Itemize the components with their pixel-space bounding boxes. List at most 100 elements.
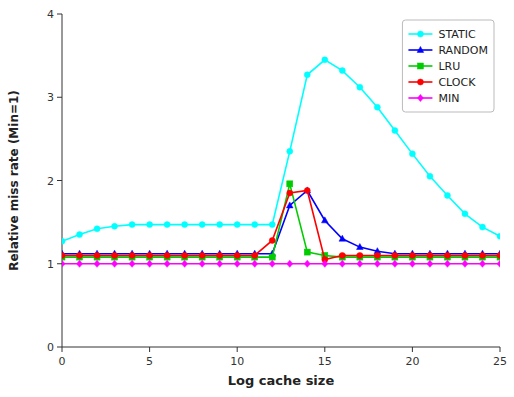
- y-tick: [57, 180, 62, 181]
- legend-label: MIN: [438, 92, 459, 105]
- point: [182, 260, 188, 267]
- series-line: [62, 263, 500, 265]
- point: [164, 222, 170, 228]
- point: [287, 260, 293, 267]
- series: [62, 187, 500, 262]
- point: [234, 252, 240, 258]
- point: [252, 222, 258, 228]
- x-tick-label: 5: [146, 355, 153, 368]
- axes: 051015202501234: [47, 8, 507, 368]
- x-tick: [324, 347, 325, 352]
- point: [217, 252, 223, 258]
- point: [112, 252, 118, 258]
- point: [147, 222, 153, 228]
- point: [147, 260, 153, 267]
- point: [409, 260, 415, 267]
- point: [357, 252, 363, 258]
- point: [199, 252, 205, 258]
- point: [304, 260, 310, 267]
- point: [62, 260, 65, 267]
- y-tick: [57, 14, 62, 15]
- point: [339, 235, 346, 241]
- point: [94, 252, 100, 258]
- legend-label: LRU: [438, 60, 460, 73]
- x-axis-label: Log cache size: [228, 373, 335, 388]
- x-tick: [500, 347, 501, 352]
- legend-item: MIN: [408, 92, 459, 105]
- legend-marker: [417, 79, 423, 85]
- point: [252, 252, 258, 258]
- point: [304, 249, 310, 255]
- point: [129, 260, 135, 267]
- legend-frame: [402, 20, 494, 112]
- point: [322, 57, 328, 63]
- point: [287, 148, 293, 154]
- point: [479, 224, 485, 230]
- point: [129, 222, 135, 228]
- point: [164, 260, 170, 267]
- point: [147, 252, 153, 258]
- point: [444, 260, 450, 267]
- point: [462, 260, 468, 267]
- x-tick-label: 20: [405, 355, 419, 368]
- legend-item: RANDOM: [408, 44, 488, 57]
- x-axis-line: [62, 347, 500, 348]
- point: [392, 260, 398, 267]
- point: [62, 238, 65, 244]
- point: [164, 252, 170, 258]
- point: [357, 260, 363, 267]
- legend-marker: [417, 94, 423, 101]
- point: [497, 260, 500, 267]
- point: [444, 192, 450, 198]
- legend-item: STATIC: [408, 28, 475, 41]
- legend-label: CLOCK: [438, 76, 476, 89]
- point: [304, 72, 310, 78]
- point: [339, 252, 345, 258]
- point: [94, 260, 100, 267]
- point: [112, 223, 118, 229]
- point: [182, 252, 188, 258]
- x-tick-label: 25: [493, 355, 507, 368]
- point: [269, 260, 275, 267]
- legend-marker: [417, 63, 423, 69]
- point: [269, 222, 275, 228]
- point: [286, 202, 293, 208]
- x-tick: [149, 347, 150, 352]
- point: [199, 260, 205, 267]
- point: [269, 237, 275, 243]
- legend-label: STATIC: [438, 28, 475, 41]
- point: [427, 260, 433, 267]
- y-tick: [57, 97, 62, 98]
- y-tick: [57, 263, 62, 264]
- series: [62, 181, 500, 260]
- point: [462, 252, 468, 258]
- x-tick-label: 10: [230, 355, 244, 368]
- legend-marker: [417, 46, 424, 52]
- point: [409, 151, 415, 157]
- point: [199, 222, 205, 228]
- y-tick: [57, 347, 62, 348]
- point: [62, 252, 65, 258]
- x-tick: [412, 347, 413, 352]
- point: [129, 252, 135, 258]
- point: [112, 260, 118, 267]
- legend-label: RANDOM: [438, 44, 488, 57]
- y-tick-label: 3: [47, 91, 54, 104]
- point: [252, 260, 258, 267]
- point: [94, 226, 100, 232]
- point: [374, 104, 380, 110]
- y-tick-label: 0: [47, 341, 54, 354]
- point: [77, 232, 83, 238]
- point: [77, 260, 83, 267]
- y-tick-label: 1: [47, 258, 54, 271]
- point: [374, 252, 380, 258]
- series-line: [62, 184, 500, 257]
- x-tick: [62, 347, 63, 352]
- point: [304, 187, 311, 193]
- x-tick-label: 15: [318, 355, 332, 368]
- point: [479, 260, 485, 267]
- x-tick-label: 0: [59, 355, 66, 368]
- point: [234, 260, 240, 267]
- point: [322, 260, 328, 267]
- legend-marker: [417, 31, 423, 37]
